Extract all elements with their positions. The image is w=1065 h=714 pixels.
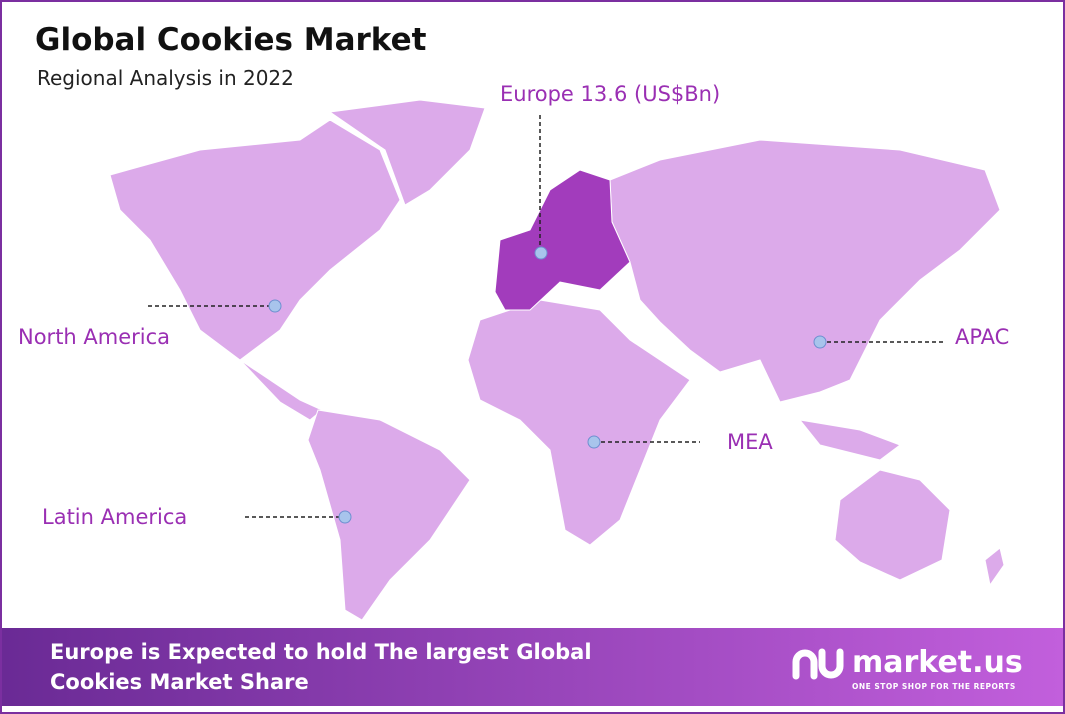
europe-label: Europe 13.6 (US$Bn) (500, 82, 720, 106)
region-label: North America (18, 325, 171, 349)
logo-name: market.us (852, 645, 1023, 680)
islands (798, 419, 902, 461)
region-label: MEA (727, 430, 773, 454)
logo-arc (818, 648, 844, 679)
central-america (239, 359, 323, 421)
logo-arc (792, 649, 818, 680)
region-value: 13.6 (580, 82, 628, 106)
footer-line: Cookies Market Share (50, 670, 309, 694)
dot (338, 510, 352, 524)
asia (609, 139, 1001, 403)
africa (467, 299, 691, 546)
leaders (148, 115, 945, 518)
dots (268, 246, 827, 524)
new-zealand (984, 547, 1005, 587)
europe (494, 169, 631, 311)
banner (2, 628, 1063, 706)
south-america (307, 409, 471, 621)
dot (813, 335, 827, 349)
region-label: APAC (955, 325, 1010, 349)
north-america (109, 119, 401, 361)
continents (109, 99, 1005, 621)
dot (534, 246, 548, 260)
dot (268, 299, 282, 313)
title: Global Cookies Market (35, 22, 427, 58)
logo-tagline: ONE STOP SHOP FOR THE REPORTS (852, 682, 1016, 691)
greenland (328, 99, 486, 206)
logo-mark (792, 648, 844, 680)
dot (587, 435, 601, 449)
subtitle: Regional Analysis in 2022 (37, 66, 294, 90)
region-name: Europe (500, 82, 574, 106)
australia (834, 469, 951, 581)
unit: (US$Bn) (634, 82, 721, 106)
region-label: Latin America (42, 505, 188, 529)
footer-line: Europe is Expected to hold The largest G… (50, 640, 592, 664)
